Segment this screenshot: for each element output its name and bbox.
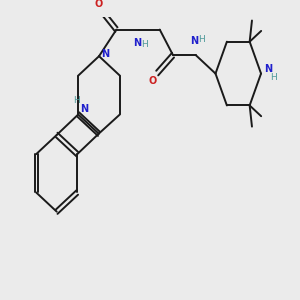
- Text: H: H: [141, 40, 148, 50]
- Text: O: O: [94, 0, 103, 9]
- Text: O: O: [148, 76, 157, 86]
- Text: N: N: [80, 104, 88, 114]
- Text: N: N: [134, 38, 142, 48]
- Text: N: N: [101, 49, 109, 58]
- Text: N: N: [264, 64, 272, 74]
- Text: H: H: [270, 73, 276, 82]
- Text: H: H: [73, 96, 80, 105]
- Text: N: N: [190, 36, 198, 46]
- Text: H: H: [198, 35, 205, 44]
